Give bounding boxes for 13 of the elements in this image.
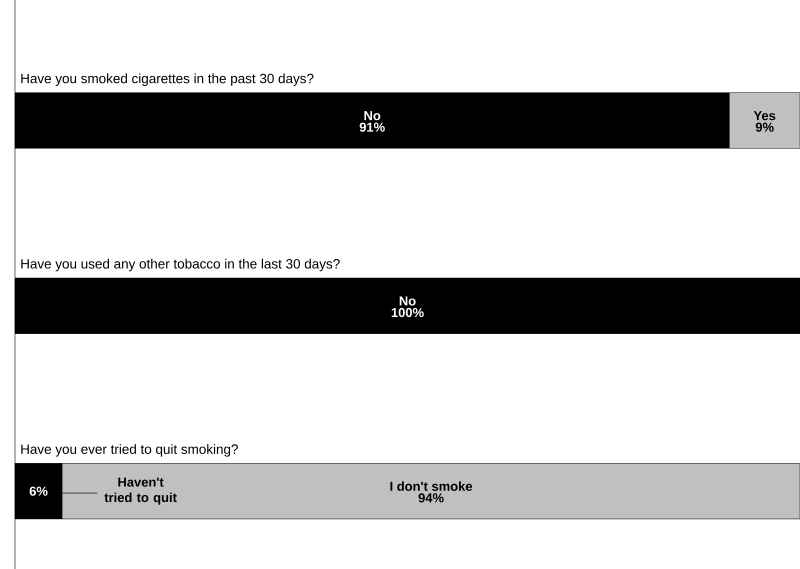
data-label: 100%	[392, 308, 424, 318]
annotation: I don't smoke	[390, 481, 472, 491]
y-tick-label: Have you used any other tobacco in the last 30 days?	[21, 258, 340, 272]
annotation: No	[400, 296, 416, 306]
data-label: 9%	[756, 122, 774, 132]
annotation: Haven't tried to quit	[104, 478, 177, 505]
data-label: 94%	[418, 493, 444, 502]
y-tick-label: Have you smoked cigarettes in the past 30 days?	[21, 73, 314, 86]
data-label: 91%	[360, 122, 385, 132]
annotation: Yes	[754, 111, 776, 120]
y-tick-label: Have you ever tried to quit smoking?	[21, 444, 238, 457]
annotation: No	[364, 111, 380, 120]
data-label: 6%	[30, 486, 48, 496]
